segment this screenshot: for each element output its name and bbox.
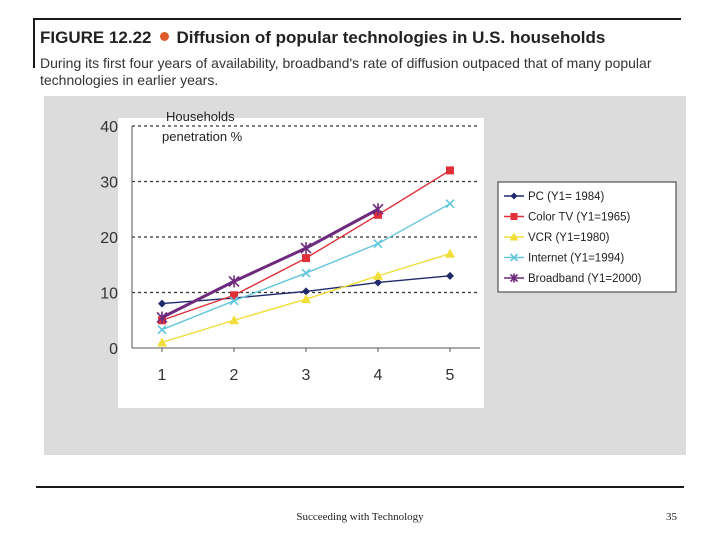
legend-marker-4: [509, 273, 519, 283]
page-number: 35: [666, 511, 677, 523]
data-point-2-3: [373, 270, 383, 280]
legend-item-4: Broadband (Y1=2000): [504, 273, 642, 285]
series-4: [156, 203, 384, 324]
data-point-1-1: [230, 291, 238, 300]
footer-rule: [36, 486, 684, 488]
data-point-2-4: [445, 248, 455, 258]
y-axis-label-line-2: penetration %: [162, 129, 243, 144]
legend-marker-1: [510, 213, 518, 220]
chart-panel: 0 10 20 30 40 1 2 3 4 5 Households penetration % …: [44, 96, 686, 455]
plot-area: [118, 118, 484, 408]
series-group: [156, 166, 455, 347]
data-point-2-0: [157, 337, 167, 347]
legend-item-0: PC (Y1= 1984): [504, 191, 605, 203]
bullet-icon: [159, 32, 169, 42]
x-tick-label-3: 3: [302, 367, 311, 384]
data-point-3-1: [229, 296, 239, 306]
data-point-0-4: [446, 271, 454, 280]
legend: PC (Y1= 1984) Color TV (Y1=1965) VCR (Y1=1…: [497, 181, 677, 293]
data-point-3-2: [301, 268, 311, 278]
series-line-4: [161, 207, 379, 319]
legend-label-3: Internet (Y1=1994): [528, 253, 624, 265]
data-point-0-3: [374, 278, 382, 287]
x-tick-label-4: 4: [374, 367, 383, 384]
legend-marker-0: [510, 192, 518, 200]
x-tick-label-5: 5: [446, 367, 455, 384]
data-point-1-2: [302, 254, 310, 263]
data-point-3-4: [445, 199, 455, 209]
figure-header: FIGURE 12.22 Diffusion of popular technol…: [40, 28, 605, 48]
data-point-2-1: [229, 315, 239, 325]
legend-marker-2: [509, 232, 519, 241]
footer-title: Succeeding with Technology: [296, 511, 424, 523]
legend-marker-3: [509, 253, 519, 262]
figure-caption: During its first four years of availabil…: [40, 55, 652, 88]
data-point-0-0: [158, 299, 166, 308]
y-tick-label-40: 40: [100, 119, 118, 136]
data-point-4-3: [372, 203, 384, 216]
y-tick-label-10: 10: [100, 286, 118, 303]
data-point-0-2: [302, 287, 310, 296]
legend-item-1: Color TV (Y1=1965): [504, 212, 631, 224]
data-point-3-3: [373, 239, 383, 249]
y-axis-label-line-1: Households: [166, 109, 235, 124]
axes: 0 10 20 30 40 1 2 3 4 5: [100, 119, 480, 384]
top-rule-vertical: [33, 18, 35, 68]
legend-label-0: PC (Y1= 1984): [528, 191, 605, 203]
top-rule-horizontal: [33, 18, 681, 20]
data-point-2-2: [301, 294, 311, 304]
data-point-4-2: [300, 242, 312, 255]
figure-label: FIGURE 12.22: [40, 28, 152, 47]
data-point-4-0: [156, 311, 168, 324]
series-2: [157, 248, 455, 347]
y-tick-label-0: 0: [109, 341, 118, 358]
legend-item-2: VCR (Y1=1980): [504, 232, 610, 244]
figure-title: Diffusion of popular technologies in U.S…: [176, 28, 606, 47]
legend-box: [497, 181, 677, 293]
legend-item-3: Internet (Y1=1994): [504, 253, 624, 265]
data-point-1-4: [446, 166, 454, 175]
x-tick-label-2: 2: [230, 367, 239, 384]
legend-label-2: VCR (Y1=1980): [528, 232, 610, 244]
x-tick-label-1: 1: [158, 367, 167, 384]
series-3: [157, 199, 455, 335]
legend-label-4: Broadband (Y1=2000): [528, 273, 642, 285]
y-tick-label-20: 20: [100, 230, 118, 247]
data-point-3-0: [157, 325, 167, 335]
data-point-4-1: [228, 275, 240, 288]
legend-label-1: Color TV (Y1=1965): [528, 212, 631, 224]
y-tick-label-30: 30: [100, 175, 118, 192]
